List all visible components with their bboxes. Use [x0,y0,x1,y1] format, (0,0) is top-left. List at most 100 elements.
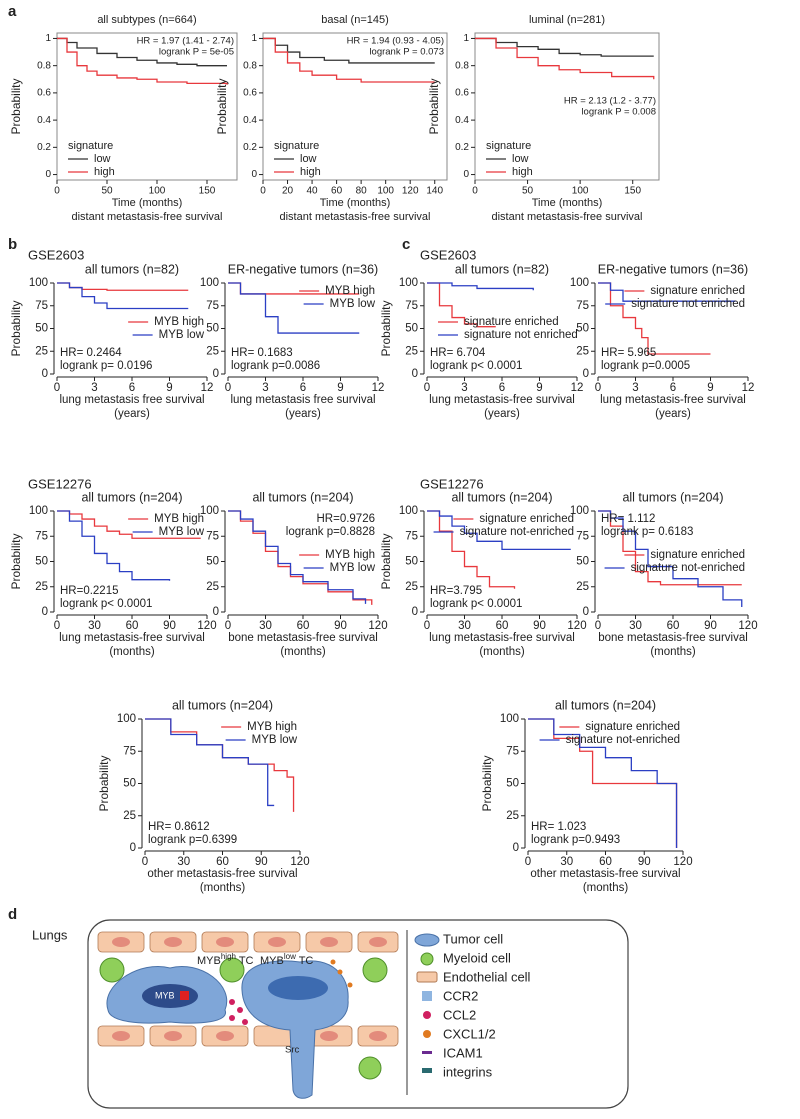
y-tick-label: 25 [123,810,136,822]
x-tick-label: 0 [424,620,430,632]
survival-curve [475,37,655,80]
survival-curve [145,718,275,807]
organ-label: Lungs [32,927,68,942]
x-axis-label: (months) [280,646,326,658]
legend-label: CCL2 [443,1007,476,1022]
legend-label: signature not enriched [631,298,745,310]
y-tick-label: 100 [117,713,136,725]
y-tick-label: 50 [206,323,219,335]
y-tick-label: 100 [399,505,418,517]
y-tick-label: 50 [506,778,519,790]
y-tick-label: 50 [576,556,589,568]
y-axis-label: Probability [9,533,23,589]
y-tick-label: 0 [130,842,136,854]
y-tick-label: 0.2 [455,142,469,153]
legend-label: signature enriched [479,513,574,525]
survival-curve [57,282,189,310]
chart-title: all subtypes (n=664) [97,14,196,26]
y-tick-label: 25 [206,581,219,593]
x-tick-label: 3 [262,382,268,394]
x-axis-label: (months) [650,646,696,658]
x-tick-label: 90 [334,620,347,632]
y-tick-label: 0 [583,368,589,380]
x-axis-label: lung metastasis-free survival [600,394,746,406]
x-tick-label: 60 [216,856,229,868]
x-tick-label: 3 [632,382,638,394]
y-axis-label: Probability [9,78,23,134]
y-tick-label: 75 [206,300,219,312]
chart-title: all tumors (n=204) [555,698,656,712]
y-tick-label: 25 [405,581,418,593]
y-tick-label: 0 [513,842,519,854]
survival-curve [57,282,189,291]
x-tick-label: 40 [307,186,319,197]
annotation: logrank p< 0.0001 [430,598,522,610]
plot-frame [474,32,660,181]
x-tick-label: 140 [426,186,443,197]
y-axis-label: Probability [215,78,229,134]
y-tick-label: 0 [45,169,51,180]
x-tick-label: 9 [166,382,172,394]
x-tick-label: 30 [88,620,101,632]
x-tick-label: 90 [704,620,717,632]
legend-title: signature [274,140,319,152]
y-tick-label: 25 [35,581,48,593]
y-tick-label: 0 [213,606,219,618]
x-tick-label: 0 [472,186,478,197]
chart-title: all tumors (n=82) [455,262,549,276]
y-tick-label: 100 [200,277,219,289]
x-axis-label: other metastasis-free survival [147,868,297,880]
chart-title: luminal (n=281) [529,14,605,26]
panel-label: d [8,906,17,923]
survival-curve [427,282,534,291]
y-tick-label: 75 [576,300,589,312]
x-tick-label: 90 [638,856,651,868]
legend-label: MYB high [325,549,375,561]
y-axis-label: Probability [379,300,393,356]
x-tick-label: 30 [259,620,272,632]
x-tick-label: 50 [522,186,534,197]
x-axis-label: lung metastasis-free survival [429,394,575,406]
annotation: HR=0.9726 [317,513,376,525]
legend-label: signature enriched [650,549,745,561]
survival-curve [427,282,496,328]
annotation: logrank p= 0.0196 [60,360,152,372]
y-tick-label: 100 [500,713,519,725]
panel-label: b [8,236,17,253]
y-tick-label: 0.8 [243,60,257,71]
x-axis-label: (years) [655,408,691,420]
x-axis-label: distant metastasis-free survival [280,211,431,223]
x-tick-label: 6 [670,382,676,394]
legend-label: signature enriched [585,721,680,733]
x-tick-label: 120 [368,620,387,632]
annotation: logrank p=0.8828 [286,526,375,538]
y-tick-label: 1 [251,33,257,44]
y-tick-label: 0.6 [37,88,51,99]
survival-curve [57,510,201,539]
annotation: HR= 0.2464 [60,347,122,359]
x-axis-label: distant metastasis-free survival [492,211,643,223]
y-tick-label: 0.2 [37,142,51,153]
y-tick-label: 0 [42,606,48,618]
chart-title: all tumors (n=204) [81,490,182,504]
y-tick-label: 100 [29,277,48,289]
x-axis-label: bone metastasis-free survival [598,632,748,644]
legend-label: MYB low [330,298,376,310]
y-tick-label: 0.8 [37,60,51,71]
survival-curve [57,37,228,85]
x-tick-label: 0 [225,382,231,394]
y-axis-label: Probability [97,755,111,811]
annotation: HR = 2.13 (1.2 - 3.77) [564,96,656,107]
x-tick-label: 0 [54,620,60,632]
survival-curve [598,510,743,607]
x-tick-label: 0 [260,186,266,197]
annotation: logrank P = 0.008 [581,107,656,118]
annotation: HR= 0.1683 [231,347,293,359]
annotation: logrank p=0.9493 [531,834,620,846]
x-axis-label: (months) [479,646,525,658]
y-tick-label: 0.6 [243,88,257,99]
x-tick-label: 30 [458,620,471,632]
x-axis-label: lung metastasis free survival [59,394,204,406]
panel-label: a [8,3,17,20]
